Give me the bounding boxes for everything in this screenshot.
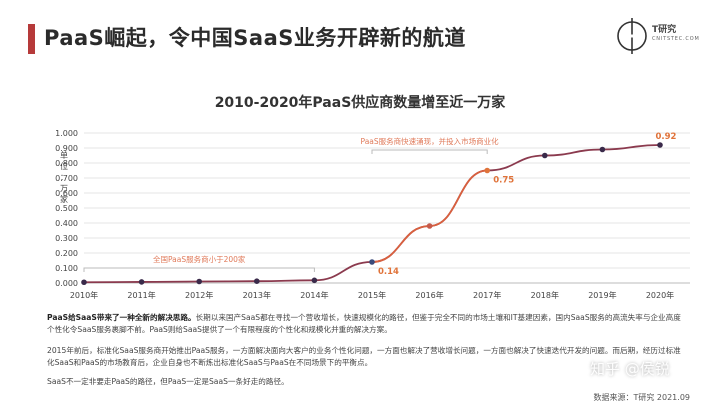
y-axis-label-char: 万: [60, 184, 68, 193]
y-axis-label-char: 位: [60, 161, 68, 171]
y-axis-label-char: 单: [60, 150, 68, 160]
x-tick-label: 2012年: [185, 290, 213, 300]
body-paragraph-3: SaaS不一定非要走PaaS的路径，但PaaS一定是SaaS一条好走的路径。: [47, 377, 289, 386]
data-point: [311, 277, 318, 284]
source-note: 数据来源：T研究 2021.09: [593, 393, 690, 402]
y-tick-label: 0.900: [55, 144, 78, 153]
data-point: [81, 279, 87, 286]
chart-title: 2010-2020年PaaS供应商数量增至近一万家: [214, 95, 506, 111]
y-tick-label: 0.700: [55, 174, 78, 183]
x-tick-label: 2010年: [70, 290, 98, 300]
x-tick-label: 2014年: [300, 290, 328, 300]
data-point: [426, 223, 433, 229]
y-tick-label: 0.500: [55, 204, 78, 213]
x-tick-label: 2018年: [531, 290, 559, 300]
annotation-label: PaaS服务商快速涌现，并投入市场商业化: [361, 136, 500, 146]
data-point: [599, 146, 606, 153]
y-tick-label: 0.200: [55, 249, 78, 258]
logo-subtext: CNITSTEC.COM: [652, 36, 700, 42]
x-tick-label: 2017年: [473, 290, 501, 300]
x-tick-label: 2016年: [415, 290, 443, 300]
data-label: 0.75: [493, 176, 514, 186]
title-accent-bar: [28, 24, 35, 54]
y-tick-label: 0.100: [55, 264, 78, 273]
data-label: 0.92: [656, 132, 677, 142]
annotation-bracket: [371, 149, 488, 154]
body-paragraph-1-text: 长期以来国产SaaS都在寻找一个营收增长，快速规模化的路径，但鉴于完全不同的市场…: [47, 313, 681, 334]
y-axis-label-char: ：: [60, 173, 68, 182]
y-tick-label: 0.300: [55, 234, 78, 243]
body-paragraph-1-lead: PaaS给SaaS带来了一种全新的解决思路。: [47, 313, 196, 322]
y-tick-label: 0.800: [55, 159, 78, 168]
y-tick-label: 0.000: [55, 279, 78, 288]
series-line-highlight: [371, 169, 488, 263]
x-tick-label: 2015年: [358, 290, 386, 300]
data-point: [196, 278, 202, 285]
data-point: [369, 259, 375, 265]
data-point: [138, 279, 145, 285]
annotation-bracket: [83, 267, 315, 272]
x-tick-label: 2020年: [646, 290, 674, 300]
x-tick-label: 2011年: [127, 290, 155, 300]
data-point: [542, 152, 548, 159]
y-tick-label: 0.400: [55, 219, 78, 228]
x-tick-label: 2013年: [243, 290, 271, 300]
body-paragraph-1: PaaS给SaaS带来了一种全新的解决思路。长期以来国产SaaS都在寻找一个营收…: [47, 312, 687, 336]
y-tick-label: 0.600: [55, 189, 78, 198]
data-point: [253, 278, 260, 285]
data-point: [657, 142, 663, 148]
annotation-label: 全国PaaS服务商小于200家: [153, 254, 246, 264]
page-title: PaaS崛起，令中国SaaS业务开辟新的航道: [44, 26, 466, 50]
brand-logo: [617, 18, 647, 54]
logo-text: T研究: [652, 25, 677, 35]
y-tick-label: 1.000: [55, 129, 78, 138]
body-paragraph-2: 2015年前后，标准化SaaS服务商开始推出PaaS服务，一方面解决面向大客户的…: [47, 346, 681, 367]
x-tick-label: 2019年: [588, 290, 616, 300]
y-axis-label-char: 家: [60, 194, 68, 204]
data-label: 0.14: [378, 267, 399, 277]
data-point: [484, 167, 491, 174]
watermark: 知乎 @侯锐: [590, 360, 670, 378]
